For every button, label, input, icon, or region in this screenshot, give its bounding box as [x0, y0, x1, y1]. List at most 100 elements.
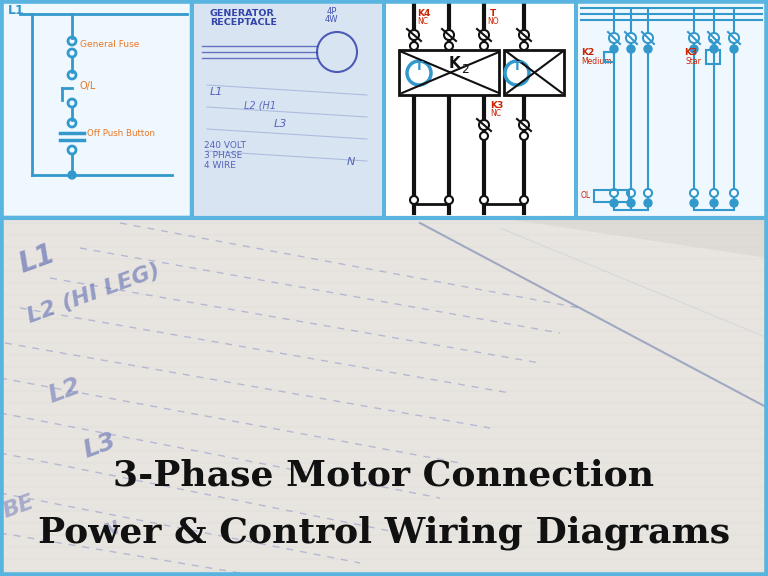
Bar: [578, 2, 766, 216]
Circle shape: [520, 132, 528, 140]
Text: 240 VOLT: 240 VOLT: [204, 141, 246, 150]
Text: L2 (H1: L2 (H1: [244, 100, 276, 110]
Text: General Fuse: General Fuse: [80, 40, 139, 49]
Text: 4 WIRE: 4 WIRE: [204, 161, 236, 170]
Bar: [0, 431, 768, 504]
Circle shape: [505, 61, 529, 85]
Circle shape: [409, 30, 419, 40]
Text: L1: L1: [8, 4, 25, 17]
Text: L1: L1: [210, 87, 223, 97]
Text: 2: 2: [461, 63, 469, 76]
Bar: [194, 2, 382, 216]
Circle shape: [519, 120, 529, 130]
Circle shape: [407, 61, 431, 85]
Text: BE: BE: [0, 492, 37, 522]
Circle shape: [644, 45, 652, 53]
Text: 4W: 4W: [325, 15, 339, 24]
Circle shape: [730, 189, 738, 197]
Circle shape: [690, 189, 698, 197]
Bar: [0, 502, 768, 575]
Bar: [594, 190, 629, 202]
Circle shape: [480, 132, 488, 140]
Text: Y: Y: [708, 38, 718, 52]
Circle shape: [520, 196, 528, 204]
Circle shape: [627, 45, 635, 53]
Circle shape: [479, 30, 489, 40]
Text: NO: NO: [487, 17, 498, 26]
Text: Off Push Button: Off Push Button: [87, 129, 155, 138]
Circle shape: [627, 189, 635, 197]
Circle shape: [480, 196, 488, 204]
Bar: [1, 1, 191, 217]
Text: K3: K3: [490, 101, 503, 110]
Bar: [0, 360, 768, 433]
Text: Power & Control Wiring Diagrams: Power & Control Wiring Diagrams: [38, 516, 730, 550]
Text: T: T: [513, 60, 521, 73]
Bar: [0, 289, 768, 362]
Text: OL: OL: [581, 191, 591, 200]
Circle shape: [730, 45, 738, 53]
Polygon shape: [500, 218, 768, 258]
Text: L3: L3: [274, 119, 287, 129]
Circle shape: [627, 199, 635, 207]
Circle shape: [445, 196, 453, 204]
Circle shape: [643, 33, 653, 43]
Circle shape: [610, 45, 618, 53]
Text: O/L: O/L: [80, 81, 96, 91]
Bar: [0, 218, 768, 291]
Text: L1: L1: [15, 240, 59, 279]
Circle shape: [479, 120, 489, 130]
Circle shape: [410, 42, 418, 50]
Circle shape: [520, 42, 528, 50]
Circle shape: [690, 199, 698, 207]
Bar: [0, 218, 768, 576]
Text: 3 PHASE: 3 PHASE: [204, 151, 242, 160]
Circle shape: [710, 189, 718, 197]
Text: K2: K2: [581, 48, 594, 57]
Circle shape: [710, 45, 718, 53]
Text: K3: K3: [684, 48, 697, 57]
Bar: [0, 0, 768, 218]
Circle shape: [68, 171, 76, 179]
Circle shape: [689, 33, 699, 43]
Text: Medium: Medium: [581, 57, 611, 66]
Bar: [399, 50, 499, 95]
Text: T: T: [415, 60, 424, 73]
Text: T: T: [490, 9, 496, 18]
Text: N: N: [347, 157, 356, 167]
Text: L2 (HI LEG): L2 (HI LEG): [25, 260, 164, 327]
Text: GENERATOR: GENERATOR: [210, 9, 275, 18]
Bar: [706, 50, 720, 64]
Circle shape: [729, 33, 739, 43]
Bar: [386, 2, 574, 216]
Bar: [604, 52, 614, 62]
Circle shape: [644, 199, 652, 207]
Circle shape: [444, 30, 454, 40]
Circle shape: [730, 199, 738, 207]
Text: NC: NC: [490, 109, 501, 118]
Circle shape: [626, 33, 636, 43]
Text: NC: NC: [417, 17, 428, 26]
Circle shape: [445, 42, 453, 50]
Text: L2: L2: [45, 374, 84, 408]
Circle shape: [610, 189, 618, 197]
Circle shape: [709, 33, 719, 43]
Circle shape: [609, 33, 619, 43]
Circle shape: [710, 199, 718, 207]
Circle shape: [644, 189, 652, 197]
Bar: [504, 50, 564, 95]
Circle shape: [410, 196, 418, 204]
Circle shape: [519, 30, 529, 40]
Text: L3: L3: [80, 429, 120, 463]
Text: 4P: 4P: [327, 7, 337, 16]
Circle shape: [480, 42, 488, 50]
Circle shape: [690, 45, 698, 53]
Text: K4: K4: [417, 9, 430, 18]
Text: K: K: [449, 56, 461, 71]
Text: RECEPTACLE: RECEPTACLE: [210, 18, 277, 27]
Text: Star: Star: [686, 57, 702, 66]
Bar: [385, 1, 575, 217]
Bar: [193, 1, 383, 217]
Bar: [577, 1, 767, 217]
Circle shape: [610, 199, 618, 207]
